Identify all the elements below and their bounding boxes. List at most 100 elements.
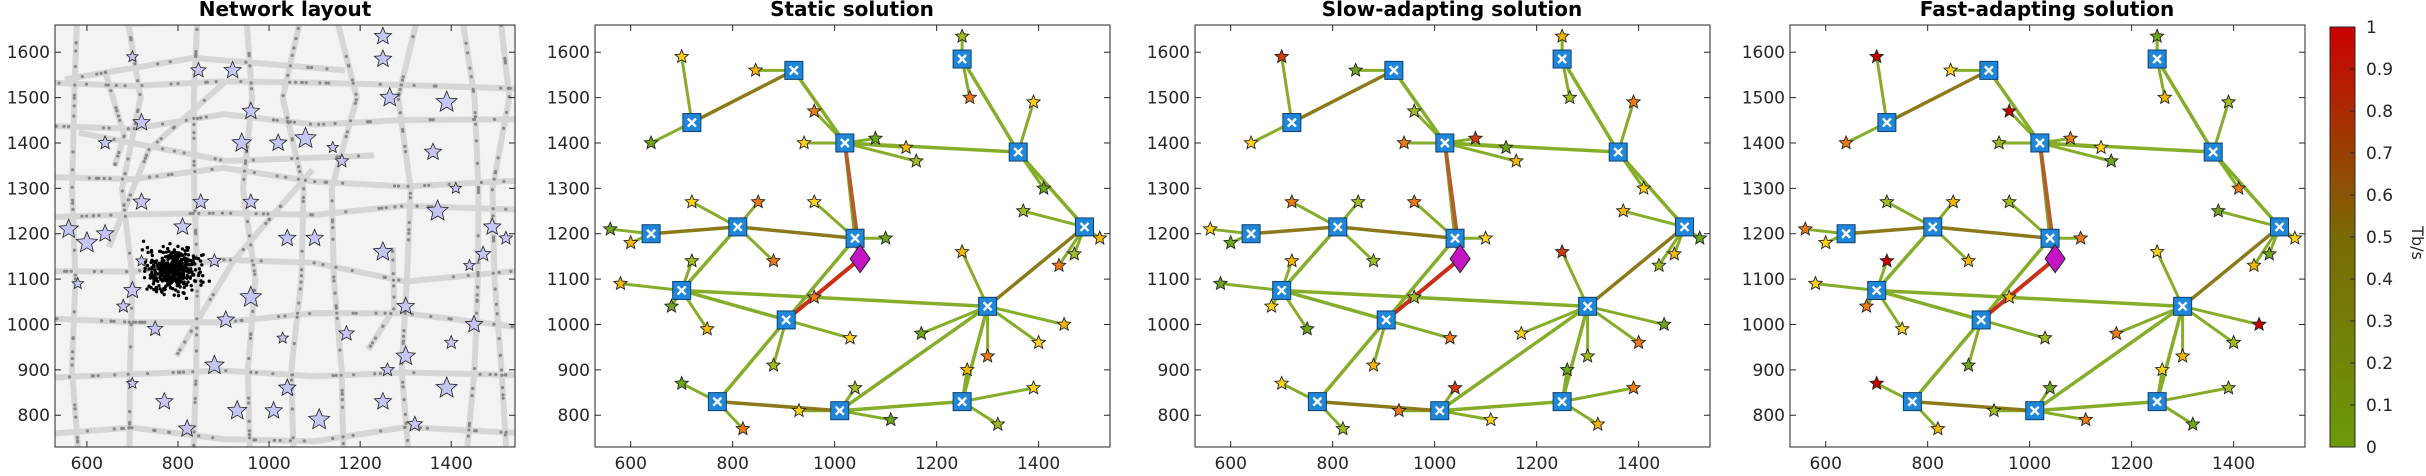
traffic-point xyxy=(474,311,479,315)
site-star xyxy=(1273,375,1290,391)
traffic-point xyxy=(335,316,339,320)
link xyxy=(1316,318,1388,403)
hub-cross xyxy=(2045,233,2055,244)
site-star xyxy=(1651,257,1667,273)
site-star xyxy=(806,103,823,118)
site-star xyxy=(1879,252,1895,268)
user-point xyxy=(201,280,205,284)
user-point xyxy=(163,266,168,270)
hub-cross xyxy=(2152,54,2162,64)
traffic-point xyxy=(411,11,414,14)
traffic-point xyxy=(374,311,378,315)
traffic-point xyxy=(290,53,294,57)
site-star xyxy=(684,193,700,209)
link xyxy=(1875,225,1935,292)
user-point xyxy=(176,265,180,270)
site-star xyxy=(1554,28,1570,43)
traffic-point xyxy=(403,412,407,417)
traffic-point xyxy=(252,269,256,273)
traffic-point xyxy=(113,163,117,167)
traffic-point xyxy=(296,177,300,181)
traffic-point xyxy=(97,213,101,218)
traffic-point xyxy=(353,101,357,105)
traffic-point xyxy=(392,284,396,288)
traffic-point xyxy=(73,273,77,277)
traffic-point xyxy=(128,345,133,349)
traffic-point xyxy=(204,115,208,119)
user-point xyxy=(161,250,165,255)
traffic-point xyxy=(331,226,335,230)
link xyxy=(2156,386,2229,404)
traffic-point xyxy=(249,87,254,91)
traffic-point xyxy=(382,275,386,279)
link xyxy=(1022,209,1085,229)
traffic-point xyxy=(136,110,140,114)
traffic-point xyxy=(104,83,108,87)
traffic-point xyxy=(252,170,256,175)
site-star xyxy=(1482,411,1499,427)
x-tick-label: 1400 xyxy=(1617,454,1660,474)
traffic-point xyxy=(401,75,405,79)
traffic-point xyxy=(123,214,127,218)
user-point xyxy=(162,277,166,282)
traffic-point xyxy=(396,184,401,188)
hub-cross xyxy=(1276,285,1287,296)
traffic-point xyxy=(492,177,496,181)
site-star xyxy=(806,289,823,304)
link xyxy=(1586,225,1686,308)
axes-box xyxy=(594,24,1111,448)
hub-cross xyxy=(982,301,993,312)
traffic-point xyxy=(308,122,313,126)
site-star xyxy=(334,153,350,168)
user-point xyxy=(181,290,185,295)
traffic-point xyxy=(207,211,212,215)
site-star xyxy=(2246,257,2262,273)
traffic-point xyxy=(192,136,196,140)
site-star xyxy=(125,49,140,63)
traffic-point xyxy=(243,161,248,166)
y-tick-label: 1300 xyxy=(547,179,590,199)
site-star xyxy=(1025,379,1042,395)
traffic-point xyxy=(497,337,501,341)
site-star xyxy=(765,252,782,268)
traffic-point xyxy=(401,341,405,346)
link xyxy=(1876,288,2183,309)
traffic-point xyxy=(339,373,343,377)
traffic-point xyxy=(210,167,214,171)
site-star xyxy=(735,420,751,436)
user-point xyxy=(161,244,165,249)
panel-title: Network layout xyxy=(199,0,372,21)
traffic-point xyxy=(427,183,431,187)
traffic-point xyxy=(272,438,277,442)
traffic-point xyxy=(127,320,131,324)
traffic-point xyxy=(350,268,354,273)
traffic-point xyxy=(254,371,259,375)
traffic-point xyxy=(73,407,77,411)
traffic-point xyxy=(378,371,383,376)
traffic-point xyxy=(128,193,132,197)
traffic-point xyxy=(391,258,395,262)
traffic-point xyxy=(402,329,406,333)
link xyxy=(1587,304,1665,326)
site-star xyxy=(699,320,715,336)
core-node xyxy=(2044,243,2066,274)
site-star xyxy=(765,357,782,372)
user-point xyxy=(141,239,146,243)
y-tick-label: 900 xyxy=(558,361,590,381)
traffic-point xyxy=(74,415,78,419)
site-star xyxy=(242,192,260,210)
site-star xyxy=(1930,420,1946,436)
y-tick-label: 1600 xyxy=(7,43,50,63)
site-star xyxy=(1284,193,1300,209)
traffic-point xyxy=(465,51,470,55)
traffic-point xyxy=(271,372,275,376)
traffic-point xyxy=(247,356,251,361)
user-point xyxy=(162,292,166,297)
y-tick-label: 1300 xyxy=(1147,179,1190,199)
traffic-point xyxy=(401,339,405,343)
user-point xyxy=(199,283,203,287)
traffic-point xyxy=(401,12,404,15)
panel-title: Static solution xyxy=(770,0,934,21)
site-star xyxy=(1025,93,1042,109)
site-star xyxy=(1284,252,1300,268)
